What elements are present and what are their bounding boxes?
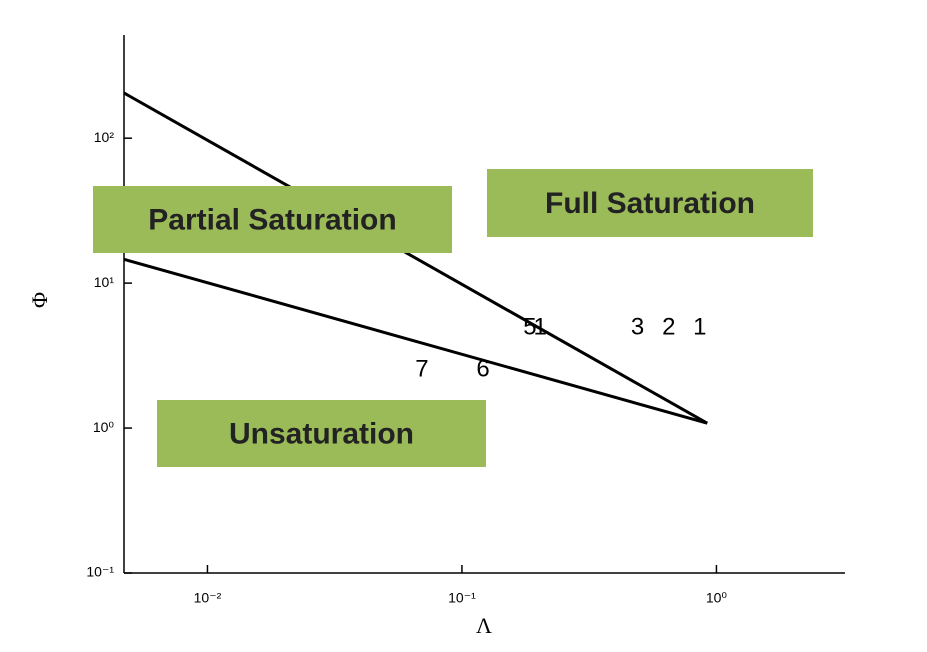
point-label: 2: [662, 313, 675, 340]
region-box: [487, 169, 813, 237]
point-label: 7: [415, 356, 428, 383]
point-label: 1: [693, 313, 706, 340]
point-label: 3: [631, 313, 644, 340]
region-label: Partial Saturation: [148, 203, 396, 236]
x-tick-label: 10⁻¹: [448, 590, 476, 606]
point-label: 6: [476, 356, 489, 383]
point-label: 5: [523, 313, 536, 340]
y-tick-label: 10¹: [94, 274, 115, 290]
region-box: [93, 186, 452, 253]
region-label: Full Saturation: [545, 187, 755, 220]
y-tick-label: 10²: [94, 129, 115, 145]
y-tick-label: 10⁰: [93, 419, 115, 435]
line: [123, 91, 708, 425]
x-tick-label: 10⁰: [706, 590, 728, 606]
point-label: 1: [534, 313, 547, 340]
region-box: [157, 400, 486, 467]
x-tick-label: 10⁻²: [194, 590, 222, 606]
y-tick-label: 10⁻¹: [86, 564, 114, 580]
line: [123, 257, 708, 425]
y-axis-label: Φ: [27, 292, 52, 308]
region-label: Unsaturation: [229, 417, 414, 450]
x-axis-label: Λ: [476, 613, 492, 638]
